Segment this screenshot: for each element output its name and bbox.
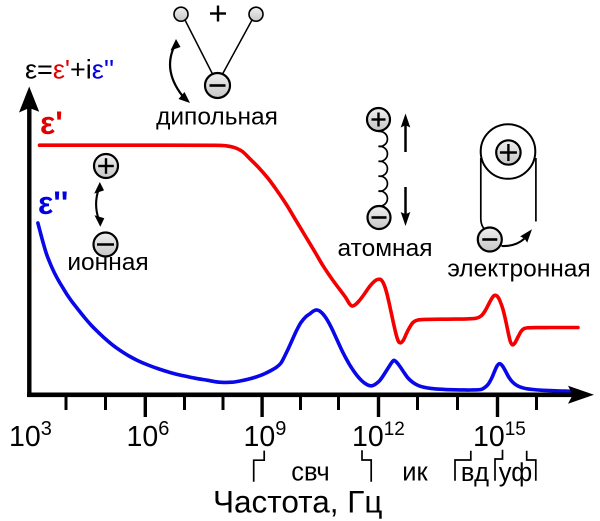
svg-text:103: 103: [9, 418, 52, 453]
svg-text:106: 106: [127, 418, 170, 453]
svg-text:ε': ε': [40, 105, 63, 141]
svg-text:атомная: атомная: [338, 235, 433, 262]
svg-text:Частота, Гц: Частота, Гц: [213, 484, 382, 520]
svg-text:вд: вд: [461, 459, 489, 487]
svg-text:дипольная: дипольная: [156, 104, 278, 131]
svg-text:ик: ик: [402, 458, 428, 486]
svg-text:1015: 1015: [473, 419, 526, 453]
svg-text:ε'': ε'': [38, 185, 68, 221]
svg-text:электронная: электронная: [447, 256, 590, 283]
svg-text:свч: свч: [291, 458, 329, 486]
svg-text:ε=ε'+iε'': ε=ε'+iε'': [25, 55, 114, 85]
svg-text:ионная: ионная: [67, 249, 148, 276]
svg-text:109: 109: [244, 418, 287, 453]
svg-text:уф: уф: [499, 459, 532, 487]
svg-text:1012: 1012: [352, 419, 405, 453]
